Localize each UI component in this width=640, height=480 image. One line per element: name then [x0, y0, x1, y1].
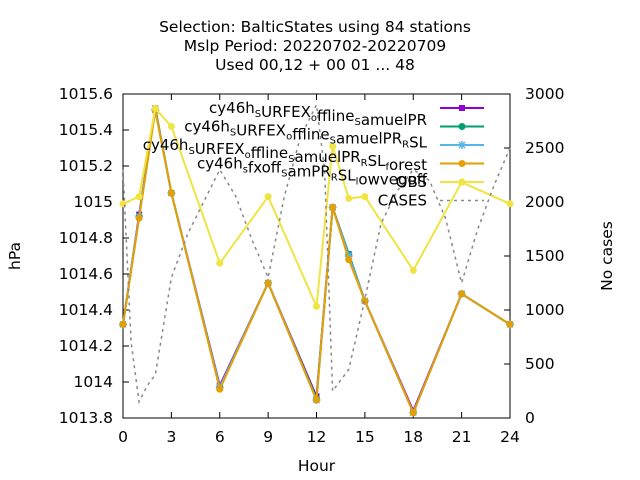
legend-label: cy46hSURFEXofflineSamuelPRRSL [184, 118, 427, 152]
x-tick-label: 21 [452, 428, 472, 446]
y-tick-label: 1013.8 [59, 409, 113, 427]
data-point [264, 279, 272, 287]
y-tick-label: 1014.4 [59, 301, 113, 319]
x-tick-label: 6 [215, 428, 225, 446]
x-tick-label: 15 [355, 428, 375, 446]
legend-entry: cy46hSURFEXofflineSamuelPRRSLforest [143, 136, 484, 174]
data-point [458, 141, 466, 149]
data-point [216, 259, 224, 267]
series-line [122, 102, 511, 405]
data-point [506, 320, 514, 328]
legend-label: cy46hsfxoffSamPRRSLlowvegoff [197, 155, 428, 189]
y-tick-label: 1014 [74, 373, 113, 391]
data-point [313, 396, 320, 404]
data-point [409, 266, 417, 274]
data-point [329, 203, 337, 211]
legend-entry: cy46hsfxoffSamPRRSLlowvegoff [197, 155, 484, 189]
title-line: Used 00,12 + 00 01 ... 48 [215, 56, 415, 74]
y-tick-label: 1015.4 [59, 121, 113, 139]
legend-label: CASES [378, 192, 427, 210]
data-point [506, 200, 514, 208]
data-point [216, 385, 224, 393]
data-point [458, 290, 466, 298]
data-point [458, 160, 466, 167]
y2-tick-label: 1000 [525, 301, 564, 319]
x-tick-label: 24 [500, 428, 520, 446]
data-point [167, 122, 175, 130]
y2-tick-label: 3000 [525, 85, 564, 103]
data-point [361, 193, 369, 201]
title-line: Mslp Period: 20220702-20220709 [184, 37, 446, 55]
title-line: Selection: BalticStates using 84 station… [159, 18, 471, 36]
data-point [135, 193, 143, 201]
legend-label: OBS [396, 173, 427, 191]
data-point [458, 123, 466, 130]
legend-entry: cy46hSURFEXofflineSamuelPR [209, 99, 484, 129]
data-point [151, 104, 159, 112]
y2-tick-label: 2500 [525, 139, 564, 157]
data-point [345, 194, 353, 202]
legend-entry: cy46hSURFEXofflineSamuelPRRSL [184, 118, 484, 152]
data-point [345, 256, 353, 264]
data-point [458, 178, 466, 186]
x-tick-label: 18 [403, 428, 423, 446]
chart-title: Selection: BalticStates using 84 station… [159, 18, 471, 74]
y-tick-label: 1015 [74, 193, 113, 211]
y2-tick-label: 2000 [525, 193, 564, 211]
x-tick-label: 9 [263, 428, 273, 446]
data-point [409, 409, 417, 417]
legend-entry: OBS [396, 173, 484, 191]
data-point [167, 189, 175, 197]
y-tick-label: 1014.2 [59, 337, 113, 355]
y-tick-label: 1015.6 [59, 85, 113, 103]
y-axis-label: hPa [6, 242, 24, 270]
y2-tick-label: 1500 [525, 247, 564, 265]
data-point [459, 105, 465, 111]
data-point [119, 320, 127, 328]
y2-tick-label: 500 [525, 355, 555, 373]
series-cases [122, 102, 511, 405]
x-tick-label: 3 [166, 428, 176, 446]
y-tick-label: 1015.2 [59, 157, 113, 175]
y-tick-label: 1014.6 [59, 265, 113, 283]
x-tick-label: 12 [307, 428, 327, 446]
data-point [329, 142, 337, 150]
y2-axis-label: No cases [598, 221, 616, 291]
y2-tick-label: 0 [525, 409, 535, 427]
axis-ticks: 0 3 6 9 12 15 18 21 24 1013.8 1014 1014.2 1014.4 1014… [59, 85, 565, 446]
legend-entry: CASES [378, 192, 484, 210]
data-point [135, 214, 143, 222]
x-tick-label: 0 [118, 428, 128, 446]
legend-label: cy46hSURFEXofflineSamuelPR [209, 99, 427, 129]
y-tick-label: 1014.8 [59, 229, 113, 247]
legend: cy46hSURFEXofflineSamuelPRcy46hSURFEXoff… [143, 99, 484, 210]
data-point [313, 302, 320, 310]
legend-label: cy46hSURFEXofflineSamuelPRRSLforest [143, 136, 427, 174]
data-point [264, 193, 272, 201]
x-axis-label: Hour [298, 457, 336, 475]
